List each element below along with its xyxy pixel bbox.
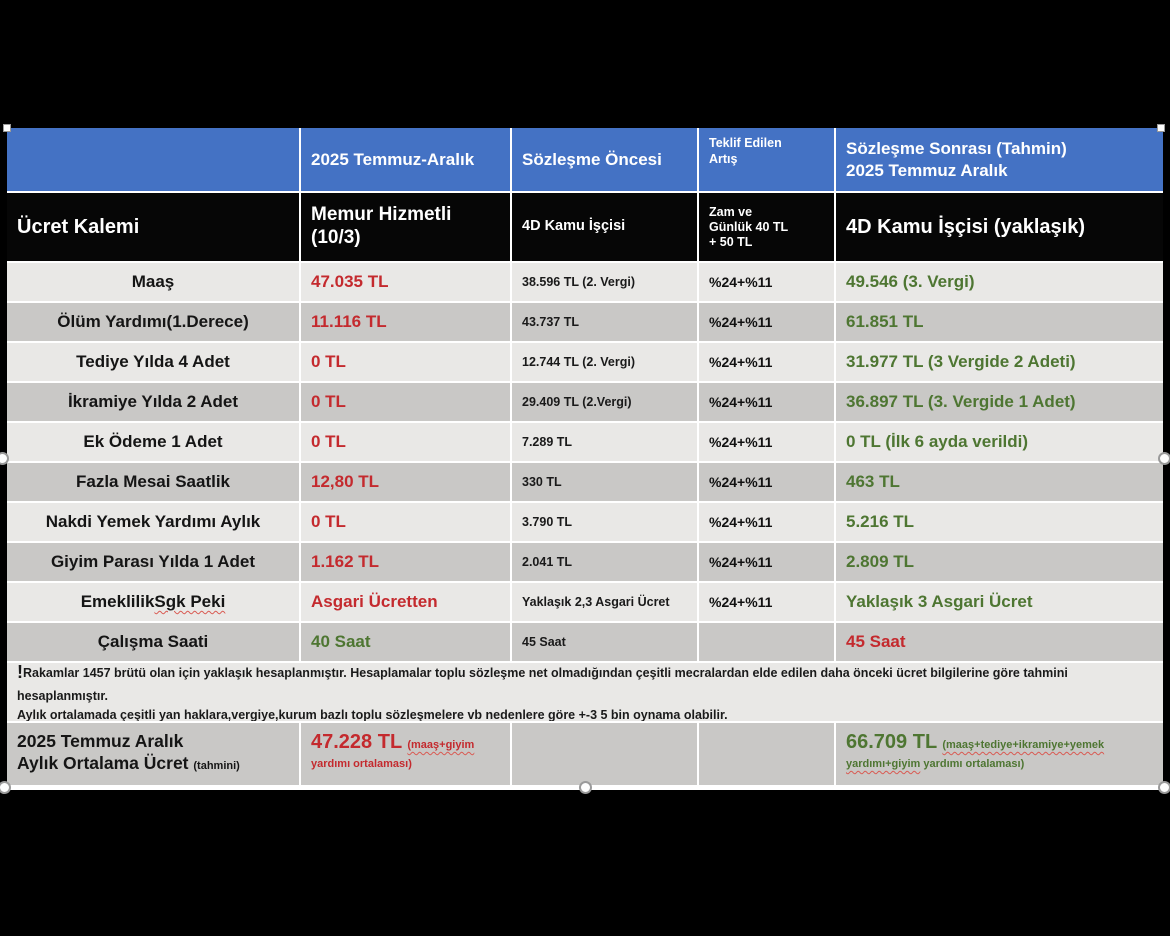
selection-handle-top-left[interactable] (3, 124, 11, 132)
header-wage-item: Ücret Kalemi (7, 193, 301, 261)
footnote-line-2: Aylık ortalamada çeşitli yan haklara,ver… (17, 707, 728, 721)
table-footnote-row: !Rakamlar 1457 brütü olan için yaklaşık … (7, 663, 1163, 723)
memur-value: 0 TL (301, 423, 512, 461)
raise-value: %24+%11 (699, 263, 836, 301)
header-4d-worker-approx: 4D Kamu İşçisi (yaklaşık) (836, 193, 1163, 261)
pre-contract-value: 29.409 TL (2.Vergi) (512, 383, 699, 421)
selection-handle-bottom-right[interactable] (1158, 781, 1170, 794)
raise-value: %24+%11 (699, 543, 836, 581)
post-contract-value: 2.809 TL (836, 543, 1163, 581)
row-label: Nakdi Yemek Yardımı Aylık (45, 512, 261, 531)
header-4d-worker: 4D Kamu İşçisi (512, 193, 699, 261)
selection-handle-top-right[interactable] (1157, 124, 1165, 132)
row-label: Fazla Mesai Saatlik (75, 472, 231, 491)
memur-value: 12,80 TL (301, 463, 512, 501)
table-row-calisma-saati: Çalışma Saati 40 Saat 45 Saat 45 Saat (7, 623, 1163, 663)
summary-label-tahmini: (tahmini) (193, 759, 240, 772)
header-post-contract: Sözleşme Sonrası (Tahmin) 2025 Temmuz Ar… (836, 128, 1163, 191)
memur-value: 11.116 TL (301, 303, 512, 341)
post-contract-value: 5.216 TL (836, 503, 1163, 541)
summary-empty-pre (512, 723, 699, 785)
post-contract-value: 61.851 TL (836, 303, 1163, 341)
pre-contract-value: 12.744 TL (2. Vergi) (512, 343, 699, 381)
memur-value: 0 TL (301, 343, 512, 381)
memur-value: 0 TL (301, 383, 512, 421)
post-contract-value: 0 TL (İlk 6 ayda verildi) (836, 423, 1163, 461)
post-contract-value: 36.897 TL (3. Vergide 1 Adet) (836, 383, 1163, 421)
selection-handle-bottom-center[interactable] (579, 781, 592, 794)
header-memur-hizmetli: Memur Hizmetli (10/3) (301, 193, 512, 261)
row-label: Ölüm Yardımı(1.Derece) (57, 312, 249, 331)
memur-value: Asgari Ücretten (301, 583, 512, 621)
memur-value: 1.162 TL (301, 543, 512, 581)
table-row-olum-yardimi: Ölüm Yardımı(1.Derece) 11.116 TL 43.737 … (7, 303, 1163, 343)
table-row-tediye: Tediye Yılda 4 Adet 0 TL 12.744 TL (2. V… (7, 343, 1163, 383)
table-row-maas: Maaş 47.035 TL 38.596 TL (2. Vergi) %24+… (7, 263, 1163, 303)
row-label: Tediye Yılda 4 Adet (76, 352, 230, 371)
summary-empty-raise (699, 723, 836, 785)
memur-value: 47.035 TL (301, 263, 512, 301)
memur-value: 40 Saat (301, 623, 512, 661)
raise-value: %24+%11 (699, 463, 836, 501)
memur-value: 0 TL (301, 503, 512, 541)
raise-value: %24+%11 (699, 583, 836, 621)
table-header-period-row: 2025 Temmuz-Aralık Sözleşme Öncesi Tekli… (7, 128, 1163, 193)
header-period-memur: 2025 Temmuz-Aralık (301, 128, 512, 191)
footnote-line-1: !Rakamlar 1457 brütü olan için yaklaşık … (17, 663, 1068, 703)
row-label: Maaş (131, 272, 175, 291)
summary-post-average: 66.709 TL (maaş+tediye+ikramiye+yemek ya… (836, 723, 1163, 785)
selection-handle-bottom-left[interactable] (0, 781, 11, 794)
salary-comparison-table: 2025 Temmuz-Aralık Sözleşme Öncesi Tekli… (7, 128, 1163, 790)
row-label: Ek Ödeme 1 Adet (83, 432, 223, 451)
summary-memur-average: 47.228 TL (maaş+giyim yardımı ortalaması… (301, 723, 512, 785)
table-row-ikramiye: İkramiye Yılda 2 Adet 0 TL 29.409 TL (2.… (7, 383, 1163, 423)
pre-contract-value: 2.041 TL (512, 543, 699, 581)
table-summary-row: 2025 Temmuz Aralık Aylık Ortalama Ücret … (7, 723, 1163, 785)
header-proposed-raise: Teklif Edilen Artış (699, 128, 836, 191)
pre-contract-value: Yaklaşık 2,3 Asgari Ücret (512, 583, 699, 621)
row-label: Çalışma Saati (97, 632, 209, 651)
raise-value: %24+%11 (699, 383, 836, 421)
exclamation-mark: ! (17, 663, 23, 682)
row-label: Giyim Parası Yılda 1 Adet (50, 552, 256, 571)
pre-contract-value: 330 TL (512, 463, 699, 501)
table-row-ek-odeme: Ek Ödeme 1 Adet 0 TL 7.289 TL %24+%11 0 … (7, 423, 1163, 463)
selection-handle-right-middle[interactable] (1158, 452, 1170, 465)
summary-label: 2025 Temmuz Aralık Aylık Ortalama Ücret … (7, 723, 301, 785)
post-contract-value: Yaklaşık 3 Asgari Ücret (836, 583, 1163, 621)
pre-contract-value: 7.289 TL (512, 423, 699, 461)
raise-value: %24+%11 (699, 303, 836, 341)
raise-value: %24+%11 (699, 343, 836, 381)
table-row-nakdi-yemek: Nakdi Yemek Yardımı Aylık 0 TL 3.790 TL … (7, 503, 1163, 543)
row-label: Emeklilik (80, 592, 155, 611)
pre-contract-value: 45 Saat (512, 623, 699, 661)
table-row-giyim-parasi: Giyim Parası Yılda 1 Adet 1.162 TL 2.041… (7, 543, 1163, 583)
pre-contract-value: 43.737 TL (512, 303, 699, 341)
footnote-text: !Rakamlar 1457 brütü olan için yaklaşık … (7, 663, 1163, 721)
header-pre-contract: Sözleşme Öncesi (512, 128, 699, 191)
raise-value: %24+%11 (699, 423, 836, 461)
row-label: İkramiye Yılda 2 Adet (67, 392, 239, 411)
post-contract-value: 45 Saat (836, 623, 1163, 661)
header-raise-detail: Zam ve Günlük 40 TL + 50 TL (699, 193, 836, 261)
table-header-category-row: Ücret Kalemi Memur Hizmetli (10/3) 4D Ka… (7, 193, 1163, 263)
raise-value (699, 623, 836, 661)
table-row-fazla-mesai: Fazla Mesai Saatlik 12,80 TL 330 TL %24+… (7, 463, 1163, 503)
row-label-spellcheck: Sgk Peki (154, 592, 226, 611)
raise-value: %24+%11 (699, 503, 836, 541)
post-contract-value: 31.977 TL (3 Vergide 2 Adeti) (836, 343, 1163, 381)
post-contract-value: 463 TL (836, 463, 1163, 501)
pre-contract-value: 3.790 TL (512, 503, 699, 541)
pre-contract-value: 38.596 TL (2. Vergi) (512, 263, 699, 301)
header-blank-cell (7, 128, 301, 191)
table-row-emeklilik-sgk: Emeklilik Sgk Peki Asgari Ücretten Yakla… (7, 583, 1163, 623)
selection-handle-left-middle[interactable] (0, 452, 9, 465)
post-contract-value: 49.546 (3. Vergi) (836, 263, 1163, 301)
